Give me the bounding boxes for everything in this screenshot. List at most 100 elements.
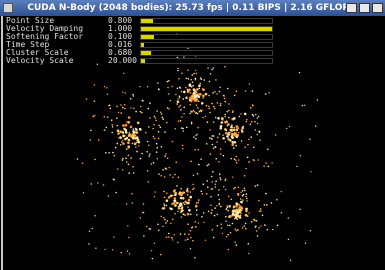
particle xyxy=(161,175,163,177)
particle xyxy=(234,132,237,135)
particle xyxy=(286,128,287,129)
particle xyxy=(225,220,226,221)
particle xyxy=(246,121,248,123)
particle xyxy=(140,158,142,160)
particle xyxy=(154,243,155,244)
particle xyxy=(224,180,226,182)
particle xyxy=(166,192,168,194)
particle xyxy=(227,88,229,90)
particle xyxy=(190,191,192,193)
particle xyxy=(207,165,209,167)
particle xyxy=(212,144,214,146)
particle xyxy=(259,131,261,133)
particle xyxy=(215,146,217,148)
particle xyxy=(229,132,231,134)
particle xyxy=(146,151,148,153)
minimize-button[interactable] xyxy=(346,3,357,13)
particle xyxy=(179,204,182,207)
particle xyxy=(86,98,88,100)
particle xyxy=(243,126,245,128)
particle xyxy=(156,151,158,153)
particle xyxy=(296,166,297,167)
particle xyxy=(209,112,211,114)
particle xyxy=(234,127,236,129)
particle xyxy=(117,125,119,127)
particle xyxy=(242,227,244,229)
particle xyxy=(181,216,183,218)
particle xyxy=(223,155,225,157)
particle xyxy=(194,92,196,94)
particle xyxy=(164,131,166,133)
particle xyxy=(221,121,224,124)
particle xyxy=(191,95,193,97)
particle xyxy=(174,213,176,215)
particle xyxy=(223,95,224,96)
particle xyxy=(119,136,122,139)
particle xyxy=(217,214,219,216)
param-slider[interactable] xyxy=(140,58,273,64)
particle xyxy=(226,111,228,113)
particle xyxy=(210,205,211,206)
particle xyxy=(193,88,196,91)
particle xyxy=(259,210,261,212)
particle xyxy=(154,116,156,118)
particle xyxy=(149,102,151,104)
particle xyxy=(171,203,174,206)
particle xyxy=(215,186,217,188)
particle xyxy=(258,159,260,161)
particle xyxy=(187,202,190,205)
param-slider[interactable] xyxy=(140,26,273,32)
particle xyxy=(248,161,250,163)
param-slider[interactable] xyxy=(140,34,273,40)
particle xyxy=(231,143,234,146)
particle xyxy=(193,175,195,177)
particle xyxy=(244,113,247,116)
particle xyxy=(300,155,301,156)
particle xyxy=(140,106,142,108)
particle xyxy=(247,144,249,146)
particle xyxy=(167,81,169,83)
particle xyxy=(90,139,92,141)
particle xyxy=(154,196,155,197)
particle xyxy=(199,111,201,113)
particle xyxy=(213,237,215,239)
particle xyxy=(126,203,128,205)
particle xyxy=(196,214,198,216)
particle xyxy=(248,139,250,141)
particle xyxy=(255,185,257,187)
particle xyxy=(190,248,191,249)
particle xyxy=(209,137,211,139)
particle xyxy=(194,96,196,98)
particle xyxy=(251,121,253,123)
particle xyxy=(201,216,203,218)
param-slider[interactable] xyxy=(140,18,273,24)
particle xyxy=(177,100,180,103)
param-slider[interactable] xyxy=(140,50,273,56)
particle xyxy=(281,191,282,192)
particle xyxy=(160,112,161,113)
particle xyxy=(231,135,234,138)
particle xyxy=(220,223,222,225)
particle xyxy=(181,91,183,93)
particle xyxy=(97,182,98,183)
particle xyxy=(193,136,195,138)
particle xyxy=(164,219,166,221)
particle xyxy=(157,224,159,226)
maximize-button[interactable] xyxy=(359,3,370,13)
particle xyxy=(127,142,130,145)
particle xyxy=(245,215,247,217)
particle xyxy=(121,252,122,253)
particle xyxy=(120,144,122,146)
close-button[interactable] xyxy=(372,3,383,13)
window-icon[interactable] xyxy=(3,3,13,13)
particle xyxy=(190,214,192,216)
particle xyxy=(172,219,174,221)
param-slider[interactable] xyxy=(140,42,273,48)
particle xyxy=(172,177,174,179)
particle xyxy=(195,138,197,140)
particle xyxy=(258,227,260,229)
particle xyxy=(189,113,191,115)
particle xyxy=(246,210,248,212)
particle xyxy=(216,205,217,206)
particle xyxy=(248,212,250,214)
